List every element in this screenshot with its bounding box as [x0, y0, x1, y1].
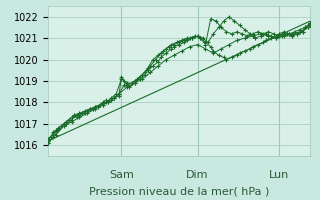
- Text: Dim: Dim: [186, 170, 209, 180]
- Text: Sam: Sam: [109, 170, 134, 180]
- Text: Pression niveau de la mer( hPa ): Pression niveau de la mer( hPa ): [89, 187, 269, 197]
- Text: Lun: Lun: [269, 170, 289, 180]
